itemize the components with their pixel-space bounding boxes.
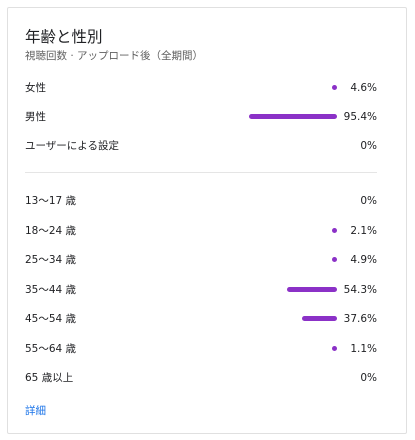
bar-track: [177, 191, 337, 211]
row-label: 18～24 歳: [25, 225, 77, 237]
percentage-bar: [249, 114, 337, 119]
age-row-35-44: 35～44 歳 54.3%: [25, 280, 377, 300]
bar-track: [177, 78, 337, 98]
gender-row-male: 男性 95.4%: [25, 107, 377, 127]
row-label: 13～17 歳: [25, 195, 77, 207]
row-value: 54.3%: [343, 284, 377, 296]
percentage-bar: [332, 346, 337, 351]
gender-row-female: 女性 4.6%: [25, 78, 377, 98]
card-title: 年齢と性別: [25, 28, 103, 46]
row-label: 45～54 歳: [25, 313, 77, 325]
percentage-bar: [332, 228, 337, 233]
bar-track: [177, 107, 337, 127]
gender-row-user-specified: ユーザーによる設定 0%: [25, 136, 377, 156]
bar-track: [177, 250, 337, 270]
bar-track: [177, 368, 337, 388]
section-divider: [25, 172, 377, 173]
row-label: ユーザーによる設定: [25, 140, 119, 152]
bar-track: [177, 136, 337, 156]
row-value: 1.1%: [350, 343, 377, 355]
bar-track: [177, 280, 337, 300]
age-row-45-54: 45～54 歳 37.6%: [25, 309, 377, 329]
row-value: 2.1%: [350, 225, 377, 237]
bar-track: [177, 221, 337, 241]
row-value: 37.6%: [343, 313, 377, 325]
percentage-bar: [302, 316, 337, 321]
card-subtitle: 視聴回数 · アップロード後（全期間）: [25, 50, 204, 62]
percentage-bar: [332, 257, 337, 262]
age-row-55-64: 55～64 歳 1.1%: [25, 339, 377, 359]
row-value: 0%: [360, 195, 377, 207]
percentage-bar: [332, 85, 337, 90]
age-gender-card: 年齢と性別 視聴回数 · アップロード後（全期間） 女性 4.6% 男性 95.…: [7, 7, 407, 434]
details-link[interactable]: 詳細: [25, 405, 46, 417]
bar-track: [177, 309, 337, 329]
age-row-65-plus: 65 歳以上 0%: [25, 368, 377, 388]
row-value: 0%: [360, 372, 377, 384]
row-label: 女性: [25, 82, 46, 94]
row-value: 95.4%: [343, 111, 377, 123]
row-label: 男性: [25, 111, 46, 123]
row-value: 0%: [360, 140, 377, 152]
age-row-25-34: 25～34 歳 4.9%: [25, 250, 377, 270]
age-row-13-17: 13～17 歳 0%: [25, 191, 377, 211]
row-value: 4.9%: [350, 254, 377, 266]
percentage-bar: [287, 287, 337, 292]
row-label: 35～44 歳: [25, 284, 77, 296]
row-value: 4.6%: [350, 82, 377, 94]
row-label: 25～34 歳: [25, 254, 77, 266]
row-label: 65 歳以上: [25, 372, 74, 384]
row-label: 55～64 歳: [25, 343, 77, 355]
bar-track: [177, 339, 337, 359]
age-row-18-24: 18～24 歳 2.1%: [25, 221, 377, 241]
